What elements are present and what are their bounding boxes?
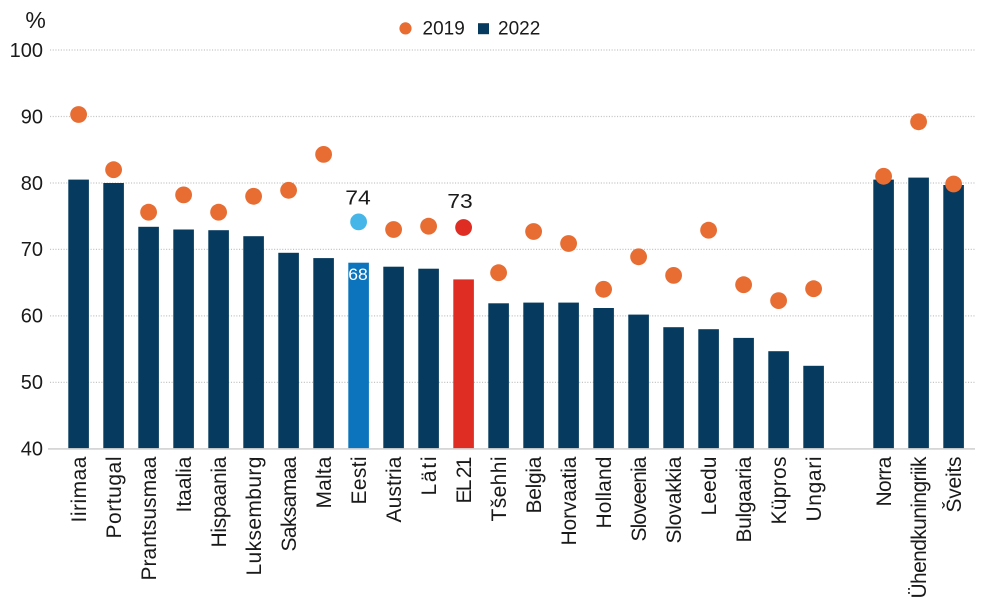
svg-text:Sloveenia: Sloveenia [628, 456, 651, 541]
svg-text:68: 68 [348, 266, 368, 284]
svg-text:Luksemburg: Luksemburg [243, 457, 266, 576]
svg-text:Saksamaa: Saksamaa [278, 456, 301, 551]
svg-text:EL 21: EL 21 [453, 457, 476, 504]
svg-text:50: 50 [21, 372, 43, 394]
svg-text:Itaalia: Itaalia [173, 456, 196, 512]
svg-text:40: 40 [21, 439, 43, 461]
svg-text:Leedu: Leedu [698, 457, 721, 516]
svg-text:90: 90 [21, 106, 43, 128]
svg-text:Hispaania: Hispaania [208, 456, 231, 547]
svg-text:80: 80 [21, 173, 43, 195]
svg-text:Belgia: Belgia [523, 456, 546, 513]
svg-text:Läti: Läti [418, 457, 441, 496]
svg-text:%: % [25, 7, 45, 33]
svg-text:73: 73 [447, 190, 473, 213]
svg-text:Tšehhi: Tšehhi [488, 457, 511, 522]
svg-text:2022: 2022 [498, 19, 540, 40]
svg-text:Bulgaaria: Bulgaaria [733, 456, 756, 542]
svg-text:Eesti: Eesti [348, 457, 371, 505]
svg-text:Portugal: Portugal [103, 457, 126, 539]
svg-text:100: 100 [10, 40, 43, 62]
svg-text:60: 60 [21, 306, 43, 328]
svg-text:Holland: Holland [593, 457, 616, 529]
svg-text:2019: 2019 [423, 19, 465, 40]
svg-text:Slovakkia: Slovakkia [663, 456, 686, 543]
svg-text:Šveits: Šveits [943, 457, 966, 513]
svg-text:Horvaatia: Horvaatia [558, 456, 581, 545]
svg-text:Malta: Malta [313, 456, 336, 508]
svg-text:Austria: Austria [383, 456, 406, 522]
svg-text:Ungari: Ungari [803, 457, 826, 522]
svg-text:Ühendkuningriik: Ühendkuningriik [908, 456, 931, 599]
svg-text:74: 74 [345, 186, 371, 209]
svg-text:Prantsusmaa: Prantsusmaa [138, 456, 161, 580]
svg-text:Norra: Norra [873, 456, 896, 506]
svg-text:Küpros: Küpros [768, 457, 791, 525]
svg-text:Iirimaa: Iirimaa [68, 456, 91, 522]
svg-text:70: 70 [21, 239, 43, 261]
